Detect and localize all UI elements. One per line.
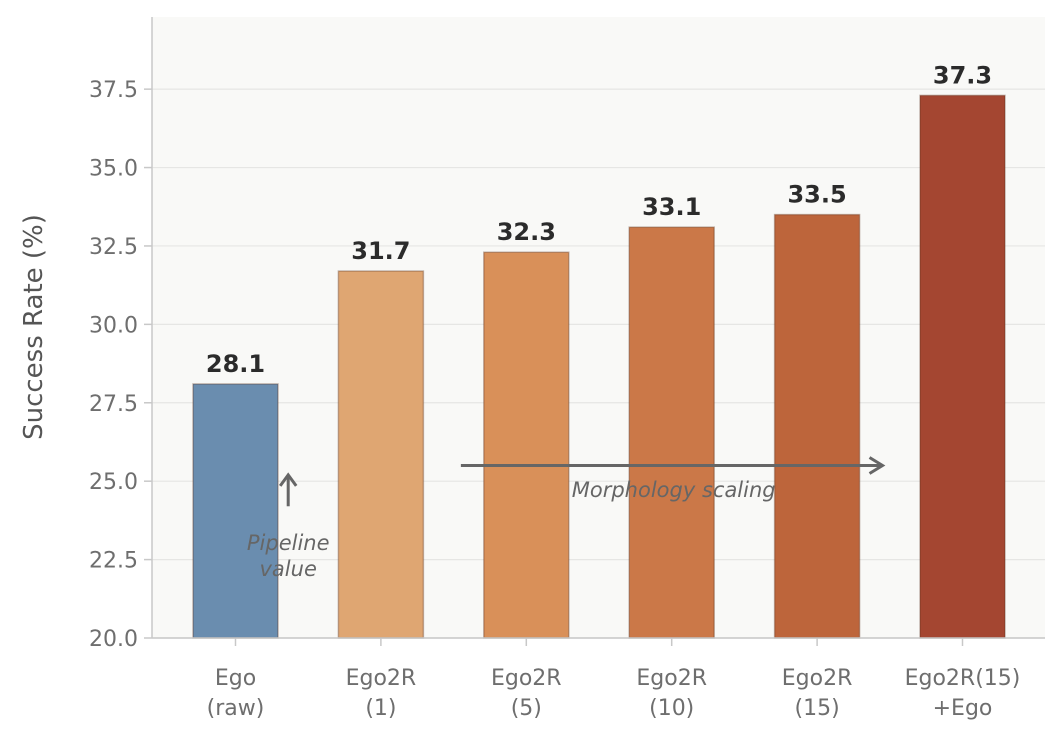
data-label: 33.1	[642, 193, 701, 221]
pipeline-annotation-text: Pipeline	[247, 531, 330, 555]
bar	[773, 213, 861, 639]
y-tick-label: 32.5	[89, 235, 138, 260]
scaling-arrow-head	[868, 456, 886, 475]
y-tick-label: 37.5	[89, 78, 138, 103]
data-label: 32.3	[497, 218, 556, 246]
x-tick-label: Ego2R	[782, 666, 853, 691]
x-tick-label: Ego2R	[636, 666, 707, 691]
y-tick-label: 20.0	[89, 627, 138, 652]
bar	[337, 270, 425, 639]
data-label: 28.1	[206, 350, 265, 378]
pipeline-annotation-text: value	[260, 557, 317, 581]
data-labels: 28.1 31.7 32.3 33.1 33.5 37.3	[206, 61, 992, 378]
data-label: 33.5	[787, 181, 846, 209]
y-axis-ticks: 20.0 22.5 25.0 27.5 30.0 32.5 35.0 37.5	[89, 78, 152, 652]
bar	[192, 383, 279, 639]
x-tick-label: Ego2R	[491, 666, 562, 691]
y-tick-label: 27.5	[89, 392, 138, 417]
x-tick-label: (15)	[795, 696, 840, 721]
x-tick-label: (10)	[649, 696, 694, 721]
data-label: 31.7	[351, 237, 410, 265]
x-tick-label: (1)	[365, 696, 396, 721]
y-axis-label: Success Rate (%)	[19, 214, 49, 440]
x-tick-label: +Ego	[933, 696, 993, 721]
y-tick-label: 25.0	[89, 470, 138, 495]
y-tick-label: 30.0	[89, 313, 138, 338]
y-tick-label: 35.0	[89, 157, 138, 182]
x-tick-label: Ego2R(15)	[905, 666, 1021, 691]
bar	[919, 94, 1006, 639]
x-tick-label: Ego	[215, 666, 256, 691]
x-axis-ticks: Ego(raw)Ego2R(1)Ego2R(5)Ego2R(10)Ego2R(1…	[207, 638, 1021, 721]
bar	[628, 226, 715, 639]
scaling-annotation-text: Morphology scaling	[572, 478, 776, 502]
data-label: 37.3	[933, 61, 992, 89]
bars	[192, 94, 1006, 639]
x-tick-label: (5)	[511, 696, 542, 721]
x-tick-label: (raw)	[207, 696, 265, 721]
bar	[483, 251, 570, 639]
plot-background	[152, 17, 1045, 638]
y-tick-label: 22.5	[89, 549, 138, 574]
pipeline-arrow-head	[278, 472, 298, 487]
x-tick-label: Ego2R	[346, 666, 417, 691]
